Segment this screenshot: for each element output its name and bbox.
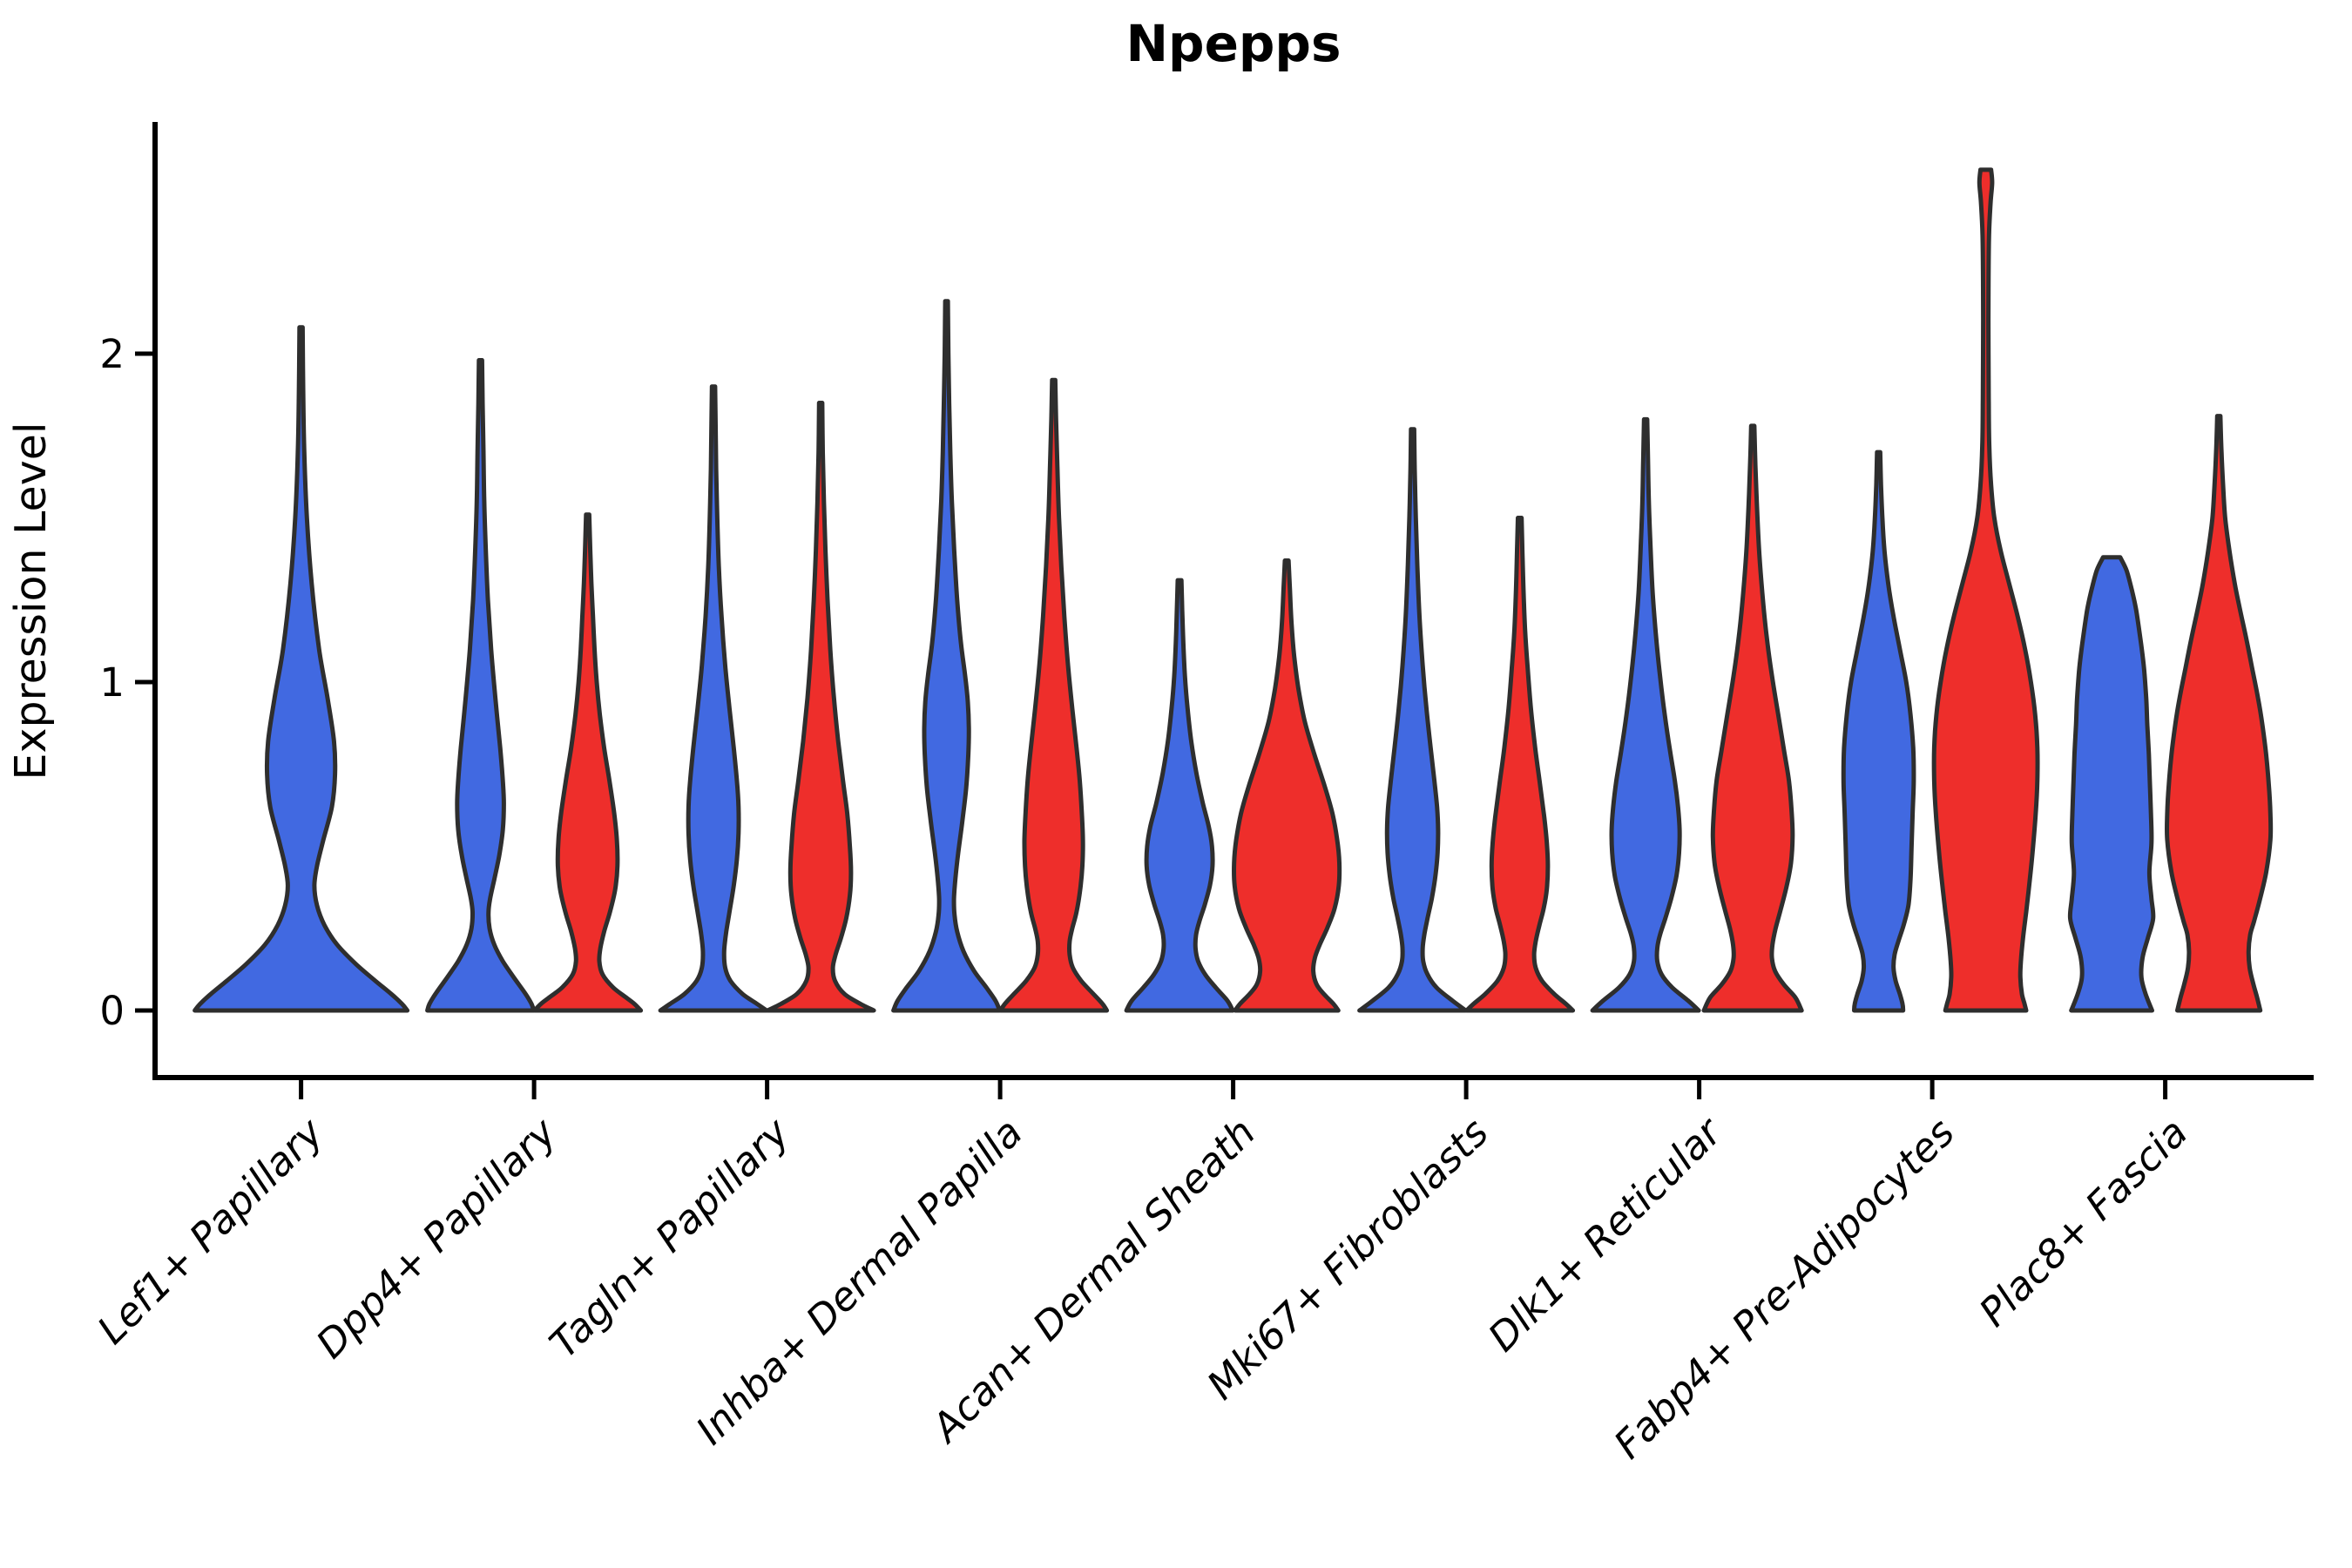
violin-dlk1-reticular-red	[1701, 423, 1804, 1013]
violin-mki67-fibroblasts-red	[1464, 516, 1576, 1013]
y-tick-label: 2	[99, 331, 125, 377]
violin-dpp4-papillary-red	[532, 512, 644, 1013]
violin-acan-dermal-sheath-red	[1232, 558, 1342, 1013]
violin-dpp4-papillary-blue	[425, 358, 537, 1013]
violins-layer	[193, 167, 2274, 1013]
violin-plac8-fascia-red	[2164, 414, 2274, 1013]
violin-inhba-dermal-papilla-red	[998, 377, 1110, 1013]
violin-tagln-papillary-red	[765, 401, 876, 1013]
violin-acan-dermal-sheath-blue	[1124, 578, 1235, 1013]
violin-inhba-dermal-papilla-blue	[891, 299, 1003, 1013]
y-axis-label: Expression Level	[6, 422, 56, 781]
violin-lef1-papillary-blue	[193, 325, 410, 1013]
violin-fabp4-pre-adipocytes-red	[1931, 167, 2040, 1013]
violin-dlk1-reticular-blue	[1590, 416, 1701, 1013]
y-tick-label: 0	[99, 988, 125, 1034]
violin-plac8-fascia-blue	[2067, 555, 2156, 1013]
axes-layer	[135, 122, 2314, 1099]
chart-title: Npepps	[1126, 14, 1342, 73]
violin-mki67-fibroblasts-blue	[1357, 427, 1469, 1013]
violin-fabp4-pre-adipocytes-blue	[1841, 449, 1916, 1013]
y-tick-label: 1	[99, 659, 125, 706]
violin-tagln-papillary-blue	[658, 384, 769, 1013]
